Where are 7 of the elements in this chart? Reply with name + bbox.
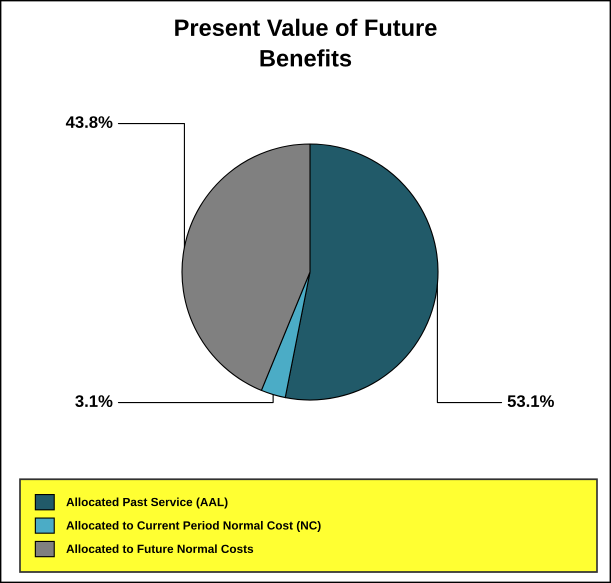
legend-label: Allocated to Future Normal Costs: [66, 544, 254, 554]
data-label: 3.1%: [75, 395, 112, 408]
chart-title: Present Value of Future Benefits: [175, 18, 437, 67]
data-label: 53.1%: [508, 395, 554, 408]
legend-label: Allocated Past Service (AAL): [66, 498, 228, 509]
data-label: 43.8%: [66, 116, 112, 128]
legend-label: Allocated to Current Period Normal Cost (NC): [66, 520, 321, 532]
